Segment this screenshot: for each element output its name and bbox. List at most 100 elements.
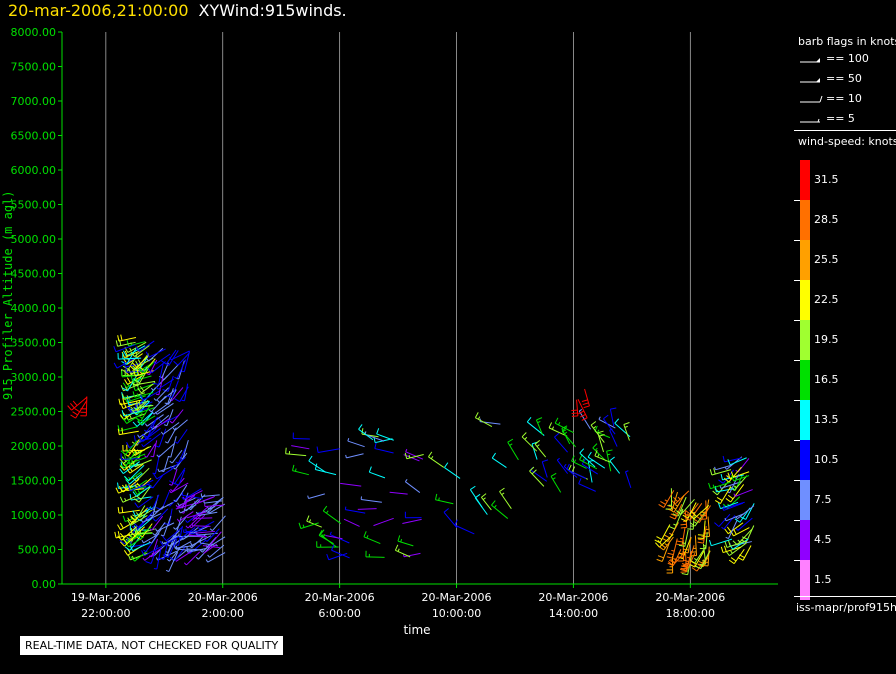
color-swatch-label: 1.5 (814, 573, 832, 586)
wind-barb (145, 545, 159, 564)
wind-barb (581, 388, 590, 409)
wind-barb (132, 391, 154, 398)
wind-barb (724, 513, 745, 522)
x-tick-date: 20-Mar-2006 (422, 591, 492, 604)
scale-tick (794, 400, 800, 401)
wind-barb (149, 515, 164, 531)
wind-barb (291, 445, 310, 450)
wind-barb (717, 501, 739, 510)
wind-barb (374, 442, 394, 454)
wind-barb (115, 339, 136, 347)
wind-barb (142, 420, 157, 438)
wind-barb (444, 462, 461, 479)
wind-profile-plot: 0.00 500.00 1000.00 1500.00 2000.00 2500.00 30… (1, 26, 778, 637)
wind-barb (695, 550, 711, 570)
color-swatch (800, 280, 810, 320)
wind-barb (507, 438, 519, 461)
wind-barb (535, 417, 544, 436)
y-tick-label: 4500.00 (11, 268, 57, 281)
x-tick-time: 2:00:00 (202, 607, 244, 620)
wind-barb (343, 518, 360, 527)
wind-barb (733, 489, 753, 497)
wind-barb (169, 449, 183, 464)
wind-barb (174, 359, 187, 379)
wind-barb (137, 415, 156, 425)
wind-barb (203, 543, 218, 554)
data-source-label: iss-mapr/prof915h (796, 601, 896, 614)
wind-barb (298, 522, 319, 530)
wind-barb (666, 555, 674, 574)
wind-barb (174, 429, 188, 444)
wind-barb (658, 536, 674, 551)
wind-barb (554, 432, 568, 453)
wind-barb (666, 538, 678, 559)
wind-barb (137, 425, 158, 438)
barb-legend-label: == 5 (826, 112, 855, 125)
y-tick-label: 1500.00 (11, 475, 57, 488)
wind-barb (173, 469, 186, 486)
wind-barb (175, 495, 195, 508)
wind-barb (561, 425, 571, 445)
speed-legend-title: wind-speed: knots (798, 135, 896, 148)
wind-barb (147, 475, 164, 489)
wind-barb (160, 422, 180, 435)
wind-barb (113, 357, 137, 369)
wind-barb (665, 488, 673, 510)
y-tick-label: 5000.00 (11, 233, 57, 246)
wind-barb (361, 428, 379, 438)
wind-barb (169, 409, 184, 424)
y-tick-label: 4000.00 (11, 302, 57, 315)
wind-barb (181, 383, 189, 402)
wind-barb (708, 538, 733, 547)
wind-barb (682, 536, 692, 554)
wind-barb (178, 504, 197, 514)
wind-barb (145, 348, 166, 358)
wind-barb (186, 547, 207, 553)
wind-barb (592, 443, 607, 462)
wind-barb (402, 518, 422, 524)
y-tick-label: 0.00 (32, 578, 57, 591)
wind-barb (189, 532, 208, 538)
y-tick-label: 3500.00 (11, 337, 57, 350)
wind-barb (120, 440, 138, 455)
wind-barb (571, 455, 587, 469)
wind-barb (176, 511, 194, 522)
wind-barb (623, 422, 630, 441)
x-tick-time: 18:00:00 (666, 607, 715, 620)
wind-barb (714, 486, 732, 505)
color-swatch-label: 7.5 (814, 493, 832, 506)
color-swatch (800, 200, 810, 240)
color-swatch-label: 28.5 (814, 213, 839, 226)
wind-barb (434, 493, 454, 505)
wind-barb (129, 354, 150, 371)
wind-barb (127, 483, 151, 492)
scale-tick (794, 440, 800, 441)
wind-barb (138, 427, 157, 442)
wind-barb (144, 443, 157, 458)
color-swatch-label: 16.5 (814, 373, 839, 386)
y-tick-label: 500.00 (18, 544, 57, 557)
wind-barb (365, 550, 385, 558)
wind-barb (173, 484, 188, 503)
x-tick-date: 20-Mar-2006 (655, 591, 725, 604)
wind-barb (165, 551, 179, 573)
wind-barb (521, 432, 538, 452)
color-swatch (800, 160, 810, 200)
wind-barb (126, 463, 144, 474)
color-swatch (800, 400, 810, 440)
wind-barb (185, 513, 203, 529)
wind-barb (340, 482, 362, 487)
wind-barb (566, 463, 587, 480)
wind-barb (117, 506, 140, 514)
wind-barb (363, 531, 381, 545)
wind-barb (200, 493, 220, 497)
wind-barb (191, 522, 211, 527)
wind-barb (571, 399, 579, 417)
wind-barb (578, 478, 596, 492)
wind-barb (368, 466, 386, 479)
wind-barb (285, 447, 307, 457)
wind-barb (668, 495, 685, 513)
wind-barb (491, 452, 507, 468)
wind-barb (132, 485, 152, 497)
wind-barb (292, 432, 310, 440)
